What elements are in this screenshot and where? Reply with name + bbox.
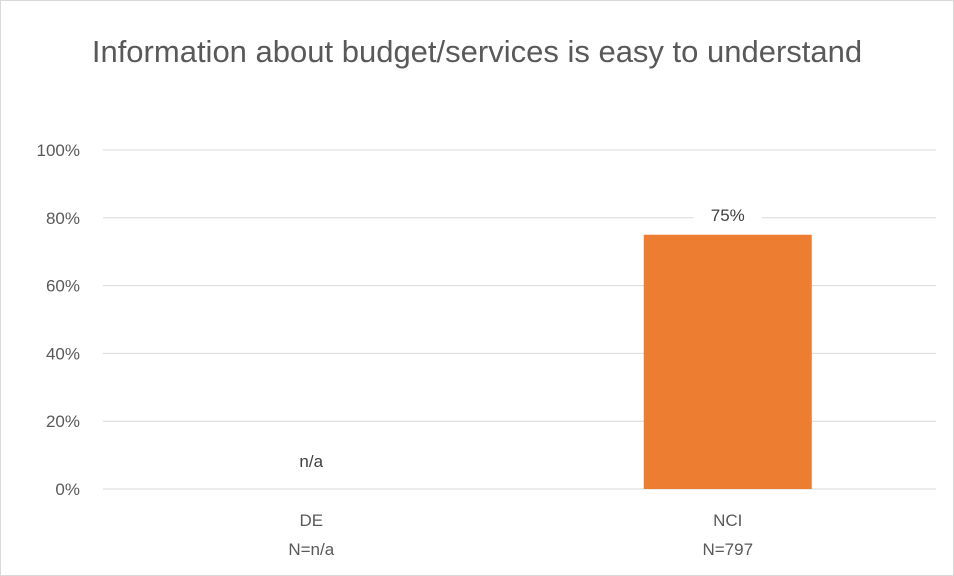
y-tick-label: 80% [46, 209, 80, 228]
x-category-sublabel: N=n/a [288, 540, 334, 559]
x-category-label: DE [299, 511, 323, 530]
chart-title: Information about budget/services is eas… [91, 34, 863, 69]
y-tick-label: 100% [37, 141, 80, 160]
data-label-background [693, 202, 762, 227]
x-category-sublabel: N=797 [702, 540, 753, 559]
y-tick-label: 60% [46, 277, 80, 296]
data-label-nci: 75% [711, 206, 745, 225]
bar-nci [643, 234, 812, 489]
y-tick-label: 40% [46, 344, 80, 363]
x-category-label: NCI [713, 511, 742, 530]
y-tick-label: 0% [55, 480, 80, 499]
y-tick-label: 20% [46, 412, 80, 431]
data-label-de: n/a [299, 452, 323, 471]
